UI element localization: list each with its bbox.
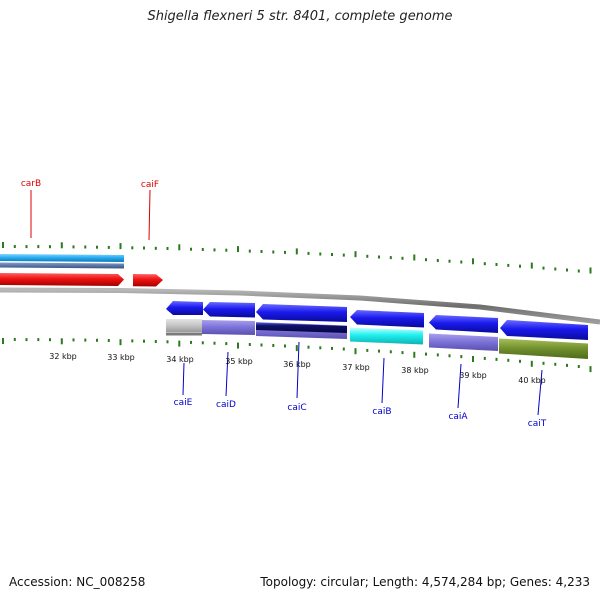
gene-labels: carB caiF caiE caiD caiC caiB caiA caiT bbox=[21, 179, 547, 429]
scale-label-39kbp: 39 kbp bbox=[459, 371, 487, 380]
caic-leader-line bbox=[296, 341, 300, 399]
scale-label-40kbp: 40 kbp bbox=[518, 376, 546, 385]
scale-label-32kbp: 32 kbp bbox=[49, 352, 77, 361]
scale-label-35kbp: 35 kbp bbox=[225, 357, 253, 366]
cait-feature-bar bbox=[499, 338, 588, 359]
forward-gene-features bbox=[0, 254, 163, 287]
caib-leader-line bbox=[381, 357, 385, 404]
carb-slate-feature bbox=[0, 262, 124, 269]
caic-feature-overlay bbox=[256, 322, 347, 333]
reverse-cds-arrows bbox=[166, 301, 588, 340]
gene-label-caie[interactable]: caiE bbox=[174, 398, 193, 408]
caid-leader-line bbox=[225, 351, 229, 397]
carb-cds-arrow[interactable] bbox=[0, 273, 124, 286]
scale-label-33kbp: 33 kbp bbox=[107, 353, 135, 362]
caid-cds-arrow[interactable] bbox=[203, 302, 255, 318]
caif-leader-line bbox=[148, 189, 151, 241]
caif-cds-arrow[interactable] bbox=[133, 274, 163, 287]
caia-feature-bar bbox=[429, 333, 498, 351]
scale-label-36kbp: 36 kbp bbox=[283, 360, 311, 369]
caie-feature-underline bbox=[166, 332, 202, 336]
map-title: Shigella flexneri 5 str. 8401, complete … bbox=[147, 9, 453, 24]
caic-cds-arrow[interactable] bbox=[256, 304, 347, 322]
genome-backbone bbox=[0, 287, 600, 325]
gene-label-caid[interactable]: caiD bbox=[216, 400, 236, 410]
gene-leader-lines bbox=[30, 189, 543, 416]
gene-label-caif[interactable]: caiF bbox=[141, 180, 159, 190]
caie-leader-line bbox=[182, 362, 185, 396]
gene-label-caia[interactable]: caiA bbox=[448, 412, 468, 422]
cait-leader-line bbox=[537, 369, 543, 416]
gene-label-carb[interactable]: carB bbox=[21, 179, 41, 189]
cait-cds-arrow[interactable] bbox=[500, 320, 588, 340]
scale-labels: 32 kbp 33 kbp 34 kbp 35 kbp 36 kbp 37 kb… bbox=[49, 352, 546, 385]
caib-feature-bar bbox=[350, 327, 423, 345]
caib-cds-arrow[interactable] bbox=[350, 310, 424, 328]
gene-label-caib[interactable]: caiB bbox=[372, 407, 391, 417]
gene-label-caic[interactable]: caiC bbox=[287, 403, 306, 413]
top-scale-ticks bbox=[2, 242, 592, 274]
caia-cds-arrow[interactable] bbox=[429, 315, 498, 333]
caid-feature-bar bbox=[202, 320, 255, 335]
carb-sky-feature bbox=[0, 254, 124, 262]
caie-cds-arrow[interactable] bbox=[166, 301, 203, 315]
bottom-scale-ticks bbox=[2, 338, 592, 373]
scale-label-34kbp: 34 kbp bbox=[166, 355, 194, 364]
gene-label-cait[interactable]: caiT bbox=[528, 419, 547, 429]
scale-label-37kbp: 37 kbp bbox=[342, 363, 370, 372]
caia-leader-line bbox=[457, 363, 462, 409]
accession-label: Accession: NC_008258 bbox=[9, 575, 146, 589]
genome-summary-label: Topology: circular; Length: 4,574,284 bp… bbox=[260, 575, 590, 589]
scale-label-38kbp: 38 kbp bbox=[401, 366, 429, 375]
caie-feature-bar bbox=[166, 319, 202, 332]
reverse-gene-features bbox=[166, 319, 588, 359]
